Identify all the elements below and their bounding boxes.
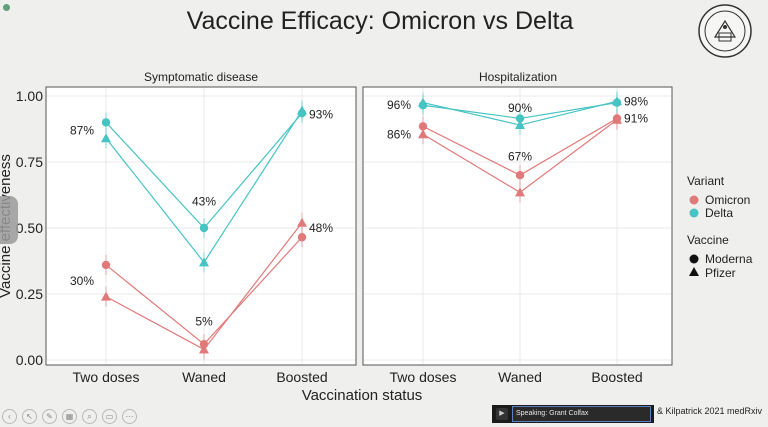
y-tick-label: 0.50 [16, 220, 43, 236]
data-label: 93% [309, 107, 333, 121]
panel-hospitalization-gridlines [364, 88, 671, 364]
point-omicron-pfizer [199, 344, 209, 354]
legend-moderna-swatch [689, 254, 699, 264]
city-seal-logo [698, 4, 752, 58]
x-tick-label: Boosted [276, 369, 327, 385]
point-delta-pfizer [515, 120, 525, 130]
pointer-icon[interactable]: ↖ [22, 409, 37, 424]
data-label: 91% [624, 111, 648, 125]
x-axis-ticks: Two doses Waned Boosted Two doses Waned Boost… [73, 369, 643, 385]
point-omicron-moderna [515, 171, 525, 180]
point-delta-pfizer [199, 257, 209, 267]
y-tick-label: 1.00 [16, 88, 43, 104]
x-tick-label: Two doses [390, 369, 457, 385]
legend-omicron-swatch [689, 195, 699, 205]
x-tick-label: Two doses [73, 369, 140, 385]
data-label: 30% [70, 274, 94, 288]
legend: Variant Omicron Delta Vaccine Moderna Pf… [687, 174, 753, 280]
data-label: 87% [70, 123, 94, 137]
panel-hospitalization-strip [363, 66, 672, 87]
point-delta-pfizer [101, 133, 111, 143]
x-axis-label: Vaccination status [302, 387, 423, 404]
point-omicron-moderna [297, 233, 307, 242]
side-panel-handle[interactable] [0, 196, 18, 244]
data-label: 67% [508, 150, 532, 164]
data-label: 48% [309, 221, 333, 235]
point-omicron-moderna [101, 260, 111, 270]
legend-moderna-label: Moderna [705, 252, 753, 266]
point-omicron-pfizer [101, 291, 111, 301]
slides-grid-icon[interactable]: ▦ [62, 409, 77, 424]
point-delta-pfizer [612, 96, 622, 106]
legend-omicron-label: Omicron [705, 193, 750, 207]
presentation-status-dot [3, 4, 10, 11]
play-icon[interactable]: ▶ [496, 408, 508, 420]
slide-title: Vaccine Efficacy: Omicron vs Delta [187, 7, 574, 35]
data-label: 98% [624, 94, 648, 108]
x-tick-label: Waned [498, 369, 542, 385]
data-label: 96% [387, 98, 411, 112]
point-omicron-pfizer [297, 217, 307, 227]
presentation-toolbar: ‹ ↖ ✎ ▦ ⌕ ▭ ⋯ [2, 409, 137, 425]
panel-symptomatic: Symptomatic disease 87% 30% 43% 5% 93% 48% [45, 66, 357, 366]
point-delta-moderna [199, 223, 209, 233]
pen-icon[interactable]: ✎ [42, 409, 57, 424]
y-axis-ticks: 0.00 0.25 0.50 0.75 1.00 [16, 88, 43, 368]
y-tick-label: 0.75 [16, 154, 43, 170]
legend-variant-title: Variant [687, 174, 725, 188]
panel-hospitalization-markers [418, 91, 622, 203]
legend-pfizer-swatch [689, 267, 699, 276]
citation-text: & Kilpatrick 2021 medRxiv [657, 406, 763, 416]
data-label: 90% [508, 101, 532, 115]
point-delta-pfizer [297, 105, 307, 115]
panel-hospitalization-data-labels: 96% 86% 90% 67% 98% 91% [387, 94, 648, 163]
legend-pfizer-label: Pfizer [705, 266, 736, 280]
legend-delta-label: Delta [705, 206, 733, 220]
point-omicron-pfizer [515, 187, 525, 197]
legend-delta-swatch [689, 208, 699, 218]
panel-symptomatic-markers [101, 100, 307, 360]
panel-symptomatic-data-labels: 87% 30% 43% 5% 93% 48% [70, 107, 333, 328]
point-delta-pfizer [418, 97, 428, 107]
prev-slide-icon[interactable]: ‹ [2, 409, 17, 424]
point-omicron-pfizer [612, 114, 622, 124]
panel-symptomatic-title: Symptomatic disease [144, 70, 258, 84]
panel-hospitalization: Hospitalization 96% 86% 90% 67% 98% 91% [362, 66, 673, 366]
more-options-icon[interactable]: ⋯ [122, 409, 137, 424]
speaking-indicator: ▶ Speaking: Grant Colfax [492, 405, 654, 423]
y-tick-label: 0.25 [16, 286, 43, 302]
panel-hospitalization-frame [362, 86, 673, 366]
data-label: 86% [387, 127, 411, 141]
legend-vaccine-title: Vaccine [687, 233, 729, 247]
panel-hospitalization-title: Hospitalization [479, 70, 557, 84]
y-tick-label: 0.00 [16, 352, 43, 368]
point-omicron-pfizer [418, 129, 428, 139]
x-tick-label: Waned [182, 369, 226, 385]
data-label: 5% [195, 315, 213, 329]
zoom-icon[interactable]: ⌕ [82, 409, 97, 424]
point-delta-moderna [101, 118, 111, 127]
x-tick-label: Boosted [591, 369, 642, 385]
data-label: 43% [192, 195, 216, 209]
subtitles-icon[interactable]: ▭ [102, 409, 117, 424]
speaking-label: Speaking: Grant Colfax [512, 406, 651, 422]
panel-symptomatic-strip [46, 66, 356, 87]
